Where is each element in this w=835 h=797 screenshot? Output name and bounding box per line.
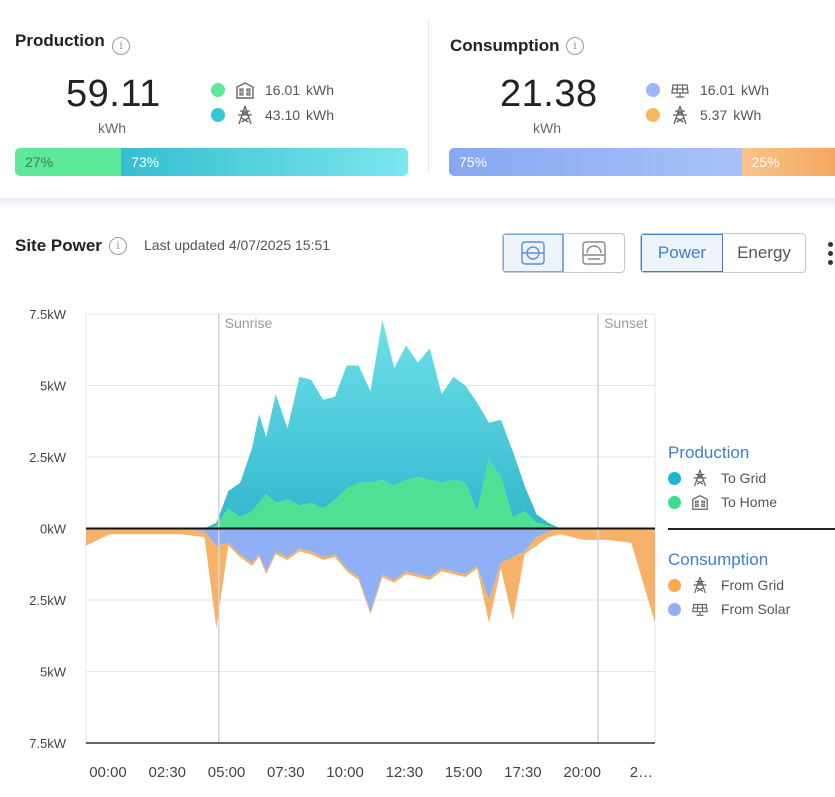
site-power-info-icon[interactable]: i [109, 237, 127, 255]
section-separator [0, 198, 835, 210]
grid-flow-icon [582, 241, 606, 265]
consumption-info-icon[interactable]: i [566, 37, 584, 55]
power-energy-toggle: Power Energy [640, 233, 806, 273]
legend-to-grid[interactable]: To Grid [668, 469, 766, 487]
production-grid-segment: 73% [121, 148, 408, 176]
consumption-solar-segment: 75% [449, 148, 742, 176]
marker-label: Sunset [604, 315, 648, 331]
legend-to-grid-label: To Grid [721, 470, 767, 486]
legend-to-home-label: To Home [721, 494, 778, 510]
legend-from-solar-label: From Solar [721, 601, 791, 617]
to-grid-dot-icon [668, 471, 681, 485]
to-home-area [86, 459, 655, 529]
transmission-tower-icon [693, 576, 707, 594]
y-tick-label: 5kW [40, 379, 67, 394]
production-grid-value: 43.10 [265, 107, 301, 123]
solar-panel-icon [671, 84, 689, 98]
y-tick-label: 7.5kW [29, 307, 67, 322]
x-tick-label: 07:30 [267, 764, 305, 781]
x-tick-label: 02:30 [148, 764, 186, 781]
legend-from-grid-label: From Grid [721, 577, 784, 593]
home-building-icon [236, 82, 254, 99]
legend-consumption-heading: Consumption [668, 550, 769, 569]
consumption-solar-value: 16.01 [700, 82, 736, 98]
from-grid-dot-icon [646, 108, 660, 122]
production-info-icon[interactable]: i [112, 37, 130, 55]
production-grid-unit: kWh [306, 107, 335, 123]
y-tick-label: 5kW [40, 665, 67, 680]
consumption-grid-row: 5.37 kWh [646, 105, 761, 125]
consumption-total: 21.38 [500, 73, 598, 115]
transmission-tower-icon [693, 469, 707, 487]
x-tick-label: 12:30 [386, 764, 424, 781]
solar-dot-icon [646, 83, 660, 97]
x-tick-label: 20:00 [563, 764, 601, 781]
from-grid-area [86, 528, 655, 629]
production-split-bar: 27% 73% [15, 148, 408, 176]
x-tick-label: 2… [630, 764, 653, 781]
production-total: 59.11 [66, 73, 161, 115]
last-updated: Last updated 4/07/2025 15:51 [144, 237, 331, 253]
site-power-title: Site Power [15, 236, 102, 256]
marker-label: Sunrise [225, 315, 273, 331]
x-tick-label: 15:00 [445, 764, 483, 781]
production-home-value: 16.01 [265, 82, 301, 98]
grid-view-button[interactable] [564, 234, 625, 272]
consumption-title: Consumption [450, 36, 560, 55]
from-solar-dot-icon [668, 602, 681, 616]
chart-view-toggle [502, 233, 625, 273]
consumption-split-bar: 75% 25% [449, 148, 835, 176]
to-home-dot-icon [668, 495, 681, 509]
legend-production-heading: Production [668, 443, 750, 462]
power-mode-button[interactable]: Power [641, 234, 723, 272]
production-title: Production [15, 31, 105, 50]
transmission-tower-icon [238, 105, 252, 125]
y-tick-label: 0kW [40, 522, 67, 537]
legend-separator [668, 528, 835, 530]
consumption-grid-value: 5.37 [700, 107, 728, 123]
legend-from-solar[interactable]: From Solar [668, 600, 790, 618]
consumption-grid-unit: kWh [733, 107, 762, 123]
summary-divider [428, 20, 429, 172]
production-home-row: 16.01 kWh [211, 80, 334, 100]
site-power-chart: Sunrise Sunset 7.5kW 5kW 2.5kW 0kW 2.5kW 5kW 7.… [29, 307, 656, 781]
consumption-unit: kWh [533, 120, 561, 136]
production-unit: kWh [98, 120, 126, 136]
legend-to-home[interactable]: To Home [668, 493, 777, 511]
more-options-icon[interactable] [828, 242, 834, 269]
legend-from-grid[interactable]: From Grid [668, 576, 784, 594]
x-tick-label: 17:30 [504, 764, 542, 781]
consumption-solar-unit: kWh [741, 82, 770, 98]
production-grid-row: 43.10 kWh [211, 105, 334, 125]
site-power-title-text: Site Power [15, 236, 102, 255]
consumption-solar-row: 16.01 kWh [646, 80, 769, 100]
from-grid-legend-dot-icon [668, 578, 681, 592]
y-tick-label: 2.5kW [29, 593, 67, 608]
transmission-tower-icon [673, 105, 687, 125]
site-view-button[interactable] [503, 234, 564, 272]
energy-mode-button[interactable]: Energy [737, 243, 791, 262]
grid-dot-icon [211, 108, 225, 122]
production-home-segment: 27% [15, 148, 122, 176]
site-flow-icon [521, 241, 545, 265]
solar-panel-icon [692, 603, 708, 616]
from-solar-area [86, 528, 655, 612]
x-tick-label: 00:00 [89, 764, 127, 781]
home-building-icon [692, 494, 708, 510]
production-home-unit: kWh [306, 82, 335, 98]
y-tick-label: 7.5kW [29, 736, 67, 751]
consumption-grid-segment: 25% [741, 148, 835, 176]
x-tick-label: 05:00 [208, 764, 246, 781]
x-tick-label: 10:00 [326, 764, 364, 781]
home-dot-icon [211, 83, 225, 97]
to-grid-area [86, 319, 655, 529]
y-tick-label: 2.5kW [29, 450, 67, 465]
